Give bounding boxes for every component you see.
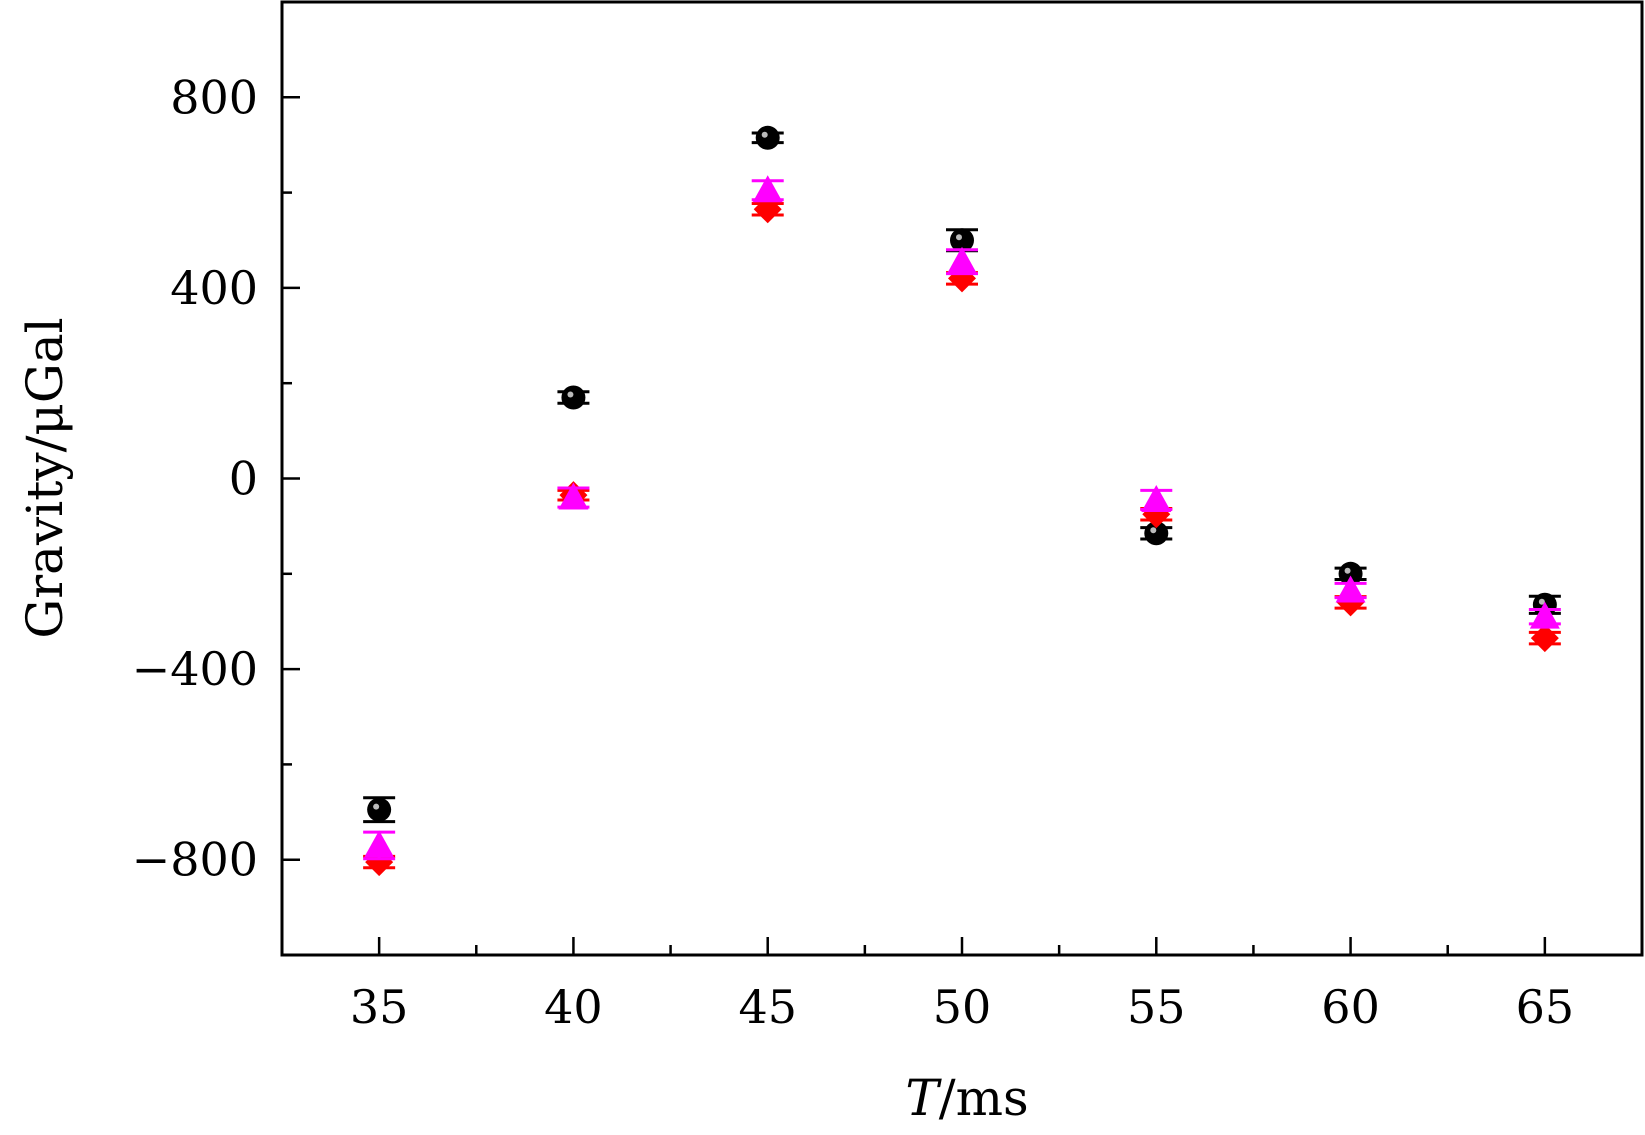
x-tick-label: 45 <box>738 980 797 1034</box>
data-point-highlight <box>567 391 574 398</box>
x-axis-label-symbol: T <box>905 1069 942 1127</box>
x-tick-label: 60 <box>1321 980 1380 1034</box>
data-point-circle <box>1144 521 1169 546</box>
data-point-triangle <box>1141 484 1172 512</box>
plot-frame <box>280 0 1644 957</box>
y-tick-label: −800 <box>132 833 258 887</box>
data-point-triangle <box>558 482 589 510</box>
x-tick-label: 65 <box>1516 980 1575 1034</box>
x-tick-label: 50 <box>933 980 992 1034</box>
y-tick-label: 0 <box>229 452 258 506</box>
y-tick-label: −400 <box>132 642 258 696</box>
data-point-triangle <box>947 246 977 274</box>
x-tick-label: 40 <box>544 980 603 1034</box>
data-point-circle <box>950 228 974 253</box>
data-point-triangle <box>1335 575 1366 603</box>
data-point-circle <box>755 125 780 150</box>
data-point-highlight <box>1538 598 1545 605</box>
x-axis-label: T/ms <box>905 1069 1028 1127</box>
data-point-highlight <box>1344 567 1351 574</box>
data-point-diamond <box>753 195 782 224</box>
data-point-circle <box>561 385 586 410</box>
data-point-triangle <box>1529 601 1560 629</box>
data-point-circle <box>367 797 392 822</box>
data-point-highlight <box>761 131 768 138</box>
y-axis-label: Gravity/μGal <box>16 317 74 638</box>
marks-layer <box>363 125 1561 877</box>
data-point-diamond <box>1530 624 1559 653</box>
x-axis-label-unit: /ms <box>939 1069 1029 1127</box>
data-point-highlight <box>956 234 962 241</box>
data-point-circle <box>1338 561 1363 586</box>
x-tick-label: 55 <box>1127 980 1186 1034</box>
data-point-triangle <box>752 175 783 203</box>
data-point-highlight <box>373 803 380 810</box>
data-point-triangle <box>364 830 395 858</box>
x-tick-label: 35 <box>350 980 409 1034</box>
y-tick-label: 800 <box>170 70 258 124</box>
ticks-layer: 35 40 45 50 55 60 65 −800 −400 0 400 800 <box>132 70 1574 1034</box>
data-point-highlight <box>1150 527 1157 534</box>
y-tick-label: 400 <box>170 261 258 315</box>
